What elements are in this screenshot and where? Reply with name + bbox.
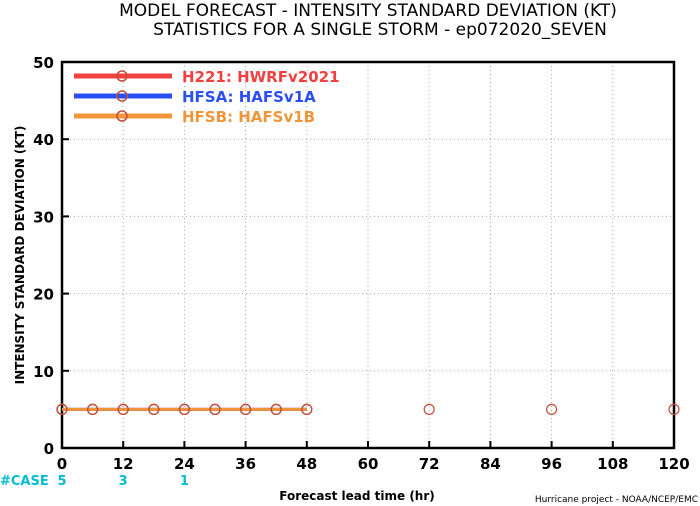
y-tick-label: 40 — [33, 131, 54, 149]
y-tick-label: 10 — [33, 363, 54, 381]
y-tick-label: 30 — [33, 208, 54, 226]
x-tick-label: 108 — [597, 455, 628, 473]
legend-entry: HFSB: HAFSv1B — [182, 108, 315, 126]
series-layer — [56, 403, 680, 415]
series-point — [178, 403, 190, 415]
legend-marker — [116, 90, 128, 102]
series-point — [270, 403, 282, 415]
x-tick-label: 12 — [113, 455, 134, 473]
legend-entry: H221: HWRFv2021 — [182, 68, 340, 86]
x-axis-label: Forecast lead time (hr) — [279, 489, 435, 503]
credit-text: Hurricane project - NOAA/NCEP/EMC — [535, 495, 698, 505]
case-count: 5 — [57, 474, 66, 489]
x-tick-label: 0 — [57, 455, 67, 473]
chart-title: MODEL FORECAST - INTENSITY STANDARD DEVI… — [119, 1, 617, 21]
series-point — [209, 403, 221, 415]
series-point — [86, 403, 99, 415]
chart-subtitle: STATISTICS FOR A SINGLE STORM - ep072020… — [153, 20, 607, 40]
case-label: #CASE — [0, 474, 49, 489]
x-tick-label: 72 — [419, 455, 440, 473]
x-tick-label: 60 — [358, 455, 379, 473]
y-tick-label: 20 — [33, 286, 54, 304]
x-tick-label: 120 — [658, 455, 689, 473]
grid — [62, 62, 674, 448]
series-point — [148, 403, 160, 415]
x-tick-label: 48 — [296, 455, 317, 473]
series-point — [668, 403, 680, 415]
axis-ticks: 0 12 24 36 48 60 72 84 96 108 120 0 10 20 30 40 50 — [33, 54, 690, 473]
y-tick-label: 0 — [44, 440, 54, 458]
series-point — [240, 403, 252, 415]
series-point — [301, 403, 313, 415]
x-tick-label: 36 — [235, 455, 256, 473]
x-tick-label: 84 — [480, 455, 501, 473]
case-counts: 5 3 1 — [57, 474, 188, 489]
x-tick-label: 24 — [174, 455, 195, 473]
x-tick-label: 96 — [541, 455, 562, 473]
y-tick-label: 50 — [33, 54, 54, 72]
legend: H221: HWRFv2021 HFSA: HAFSv1A HFSB: HAFSv1… — [74, 68, 340, 126]
series-point — [56, 403, 68, 415]
legend-entry: HFSA: HAFSv1A — [182, 88, 316, 106]
legend-marker — [116, 110, 128, 122]
case-count: 1 — [180, 474, 189, 489]
series-point — [117, 403, 129, 415]
series-point — [545, 403, 558, 415]
case-count: 3 — [119, 474, 128, 489]
series-point — [423, 403, 435, 415]
y-axis-label: INTENSITY STANDARD DEVIATION (KT) — [13, 126, 27, 385]
legend-marker — [116, 70, 128, 82]
